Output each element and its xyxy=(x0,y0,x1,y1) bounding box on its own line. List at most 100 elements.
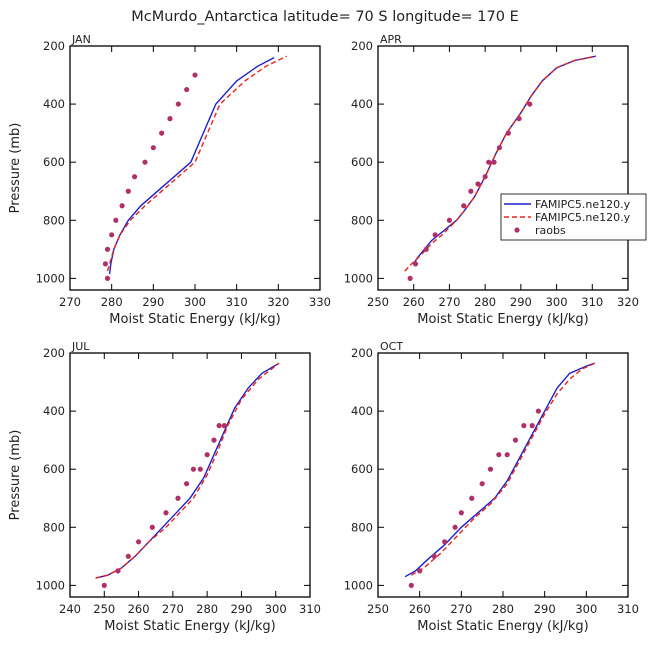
legend-marker-raobs xyxy=(514,227,520,233)
x-tick-label: 250 xyxy=(93,602,115,616)
panel-jan: JAN 270 280 290 300 310 320 330 200 400 600 800 1000… xyxy=(8,33,331,327)
series-line-1 xyxy=(404,362,595,578)
x-tick-label: 260 xyxy=(128,602,150,616)
raobs-point xyxy=(192,72,198,78)
series-line-2 xyxy=(410,362,595,576)
y-tick-label: 800 xyxy=(351,213,373,227)
y-tick-label: 400 xyxy=(351,97,373,111)
raobs-point xyxy=(125,553,131,559)
x-tick-label: 290 xyxy=(230,602,252,616)
plot-frame xyxy=(69,352,311,598)
raobs-point xyxy=(142,159,148,165)
y-tick-label: 400 xyxy=(351,404,373,418)
x-tick-label: 250 xyxy=(367,602,389,616)
raobs-point xyxy=(504,452,510,458)
y-axis-label: Pressure (mb) xyxy=(8,430,23,521)
legend-entry: FAMIPC5.ne120.y xyxy=(535,211,631,224)
y-tick-label: 800 xyxy=(43,520,65,534)
x-tick-label: 250 xyxy=(367,295,389,309)
raobs-point xyxy=(527,101,533,107)
x-tick-label: 280 xyxy=(101,295,123,309)
panel-label: JAN xyxy=(71,33,91,46)
raobs-point xyxy=(469,495,475,501)
raobs-point xyxy=(412,261,419,267)
raobs-point xyxy=(211,437,217,443)
raobs-point xyxy=(113,217,119,223)
x-tick-label: 270 xyxy=(438,295,460,309)
y-tick-label: 400 xyxy=(43,404,65,418)
raobs-point xyxy=(486,159,492,165)
x-tick-label: 280 xyxy=(474,295,496,309)
raobs-point xyxy=(109,232,115,238)
y-tick-label: 200 xyxy=(43,39,65,53)
raobs-point xyxy=(491,159,497,165)
y-tick-label: 600 xyxy=(351,462,373,476)
y-tick-label: 200 xyxy=(43,346,65,360)
raobs-point xyxy=(452,524,458,530)
raobs-point xyxy=(407,275,413,281)
raobs-point xyxy=(159,130,165,136)
raobs-point xyxy=(104,275,111,281)
y-tick-label: 1000 xyxy=(36,271,65,285)
y-tick-label: 1000 xyxy=(36,578,65,592)
x-tick-label: 300 xyxy=(184,295,206,309)
y-tick-label: 400 xyxy=(43,97,65,111)
y-tick-label: 1000 xyxy=(344,271,373,285)
y-tick-label: 600 xyxy=(43,155,65,169)
x-tick-label: 320 xyxy=(617,295,639,309)
x-tick-label: 320 xyxy=(267,295,289,309)
x-axis-label: Moist Static Energy (kJ/kg) xyxy=(109,312,280,327)
panel-oct: OCT 250 260 270 280 290 300 310 200 400 600 800 1000… xyxy=(344,340,639,634)
panel-apr: APR 250 260 270 280 290 300 310 320 200 400 600 800 1… xyxy=(344,33,639,327)
series-line-2 xyxy=(106,55,288,272)
raobs-point xyxy=(197,466,203,472)
panel-label: OCT xyxy=(380,340,403,353)
x-tick-label: 240 xyxy=(59,602,81,616)
raobs-point xyxy=(512,437,519,443)
raobs-point xyxy=(432,232,438,238)
raobs-point xyxy=(190,466,197,472)
plot-frame xyxy=(377,352,629,598)
raobs-point xyxy=(167,116,173,122)
raobs-point xyxy=(131,174,138,180)
raobs-point xyxy=(479,481,485,487)
panel-label: JUL xyxy=(71,340,90,353)
raobs-point xyxy=(102,261,109,267)
raobs-point xyxy=(175,495,181,501)
x-tick-label: 280 xyxy=(492,602,514,616)
x-tick-label: 270 xyxy=(162,602,184,616)
x-tick-label: 260 xyxy=(403,295,425,309)
raobs-point xyxy=(204,452,210,458)
x-tick-label: 290 xyxy=(534,602,556,616)
plot-frame xyxy=(69,45,321,291)
x-tick-label: 260 xyxy=(409,602,431,616)
x-tick-label: 330 xyxy=(309,295,331,309)
raobs-point xyxy=(150,145,156,151)
y-tick-label: 600 xyxy=(351,155,373,169)
raobs-point xyxy=(516,116,522,122)
series-line-2 xyxy=(95,362,280,579)
figure-title: McMurdo_Antarctica latitude= 70 S longit… xyxy=(131,9,518,25)
raobs-point xyxy=(487,466,494,472)
raobs-point xyxy=(417,568,423,574)
y-tick-label: 600 xyxy=(43,462,65,476)
raobs-point xyxy=(431,553,437,559)
raobs-point xyxy=(408,582,414,588)
x-tick-label: 310 xyxy=(617,602,639,616)
panel-jul: JUL 240 250 260 270 280 290 300 310 200 400 600 800 1… xyxy=(8,340,321,634)
raobs-point xyxy=(496,145,503,151)
panels: JAN 270 280 290 300 310 320 330 200 400 600 800 1000… xyxy=(8,33,647,634)
raobs-point xyxy=(461,203,467,209)
raobs-point xyxy=(482,174,488,180)
y-tick-label: 200 xyxy=(351,346,373,360)
raobs-point xyxy=(101,582,107,588)
raobs-point xyxy=(104,246,111,252)
raobs-point xyxy=(535,408,542,414)
legend-box xyxy=(500,193,647,241)
y-tick-label: 200 xyxy=(351,39,373,53)
raobs-point xyxy=(149,524,155,530)
series-line-2 xyxy=(404,55,597,272)
raobs-point xyxy=(135,539,142,545)
